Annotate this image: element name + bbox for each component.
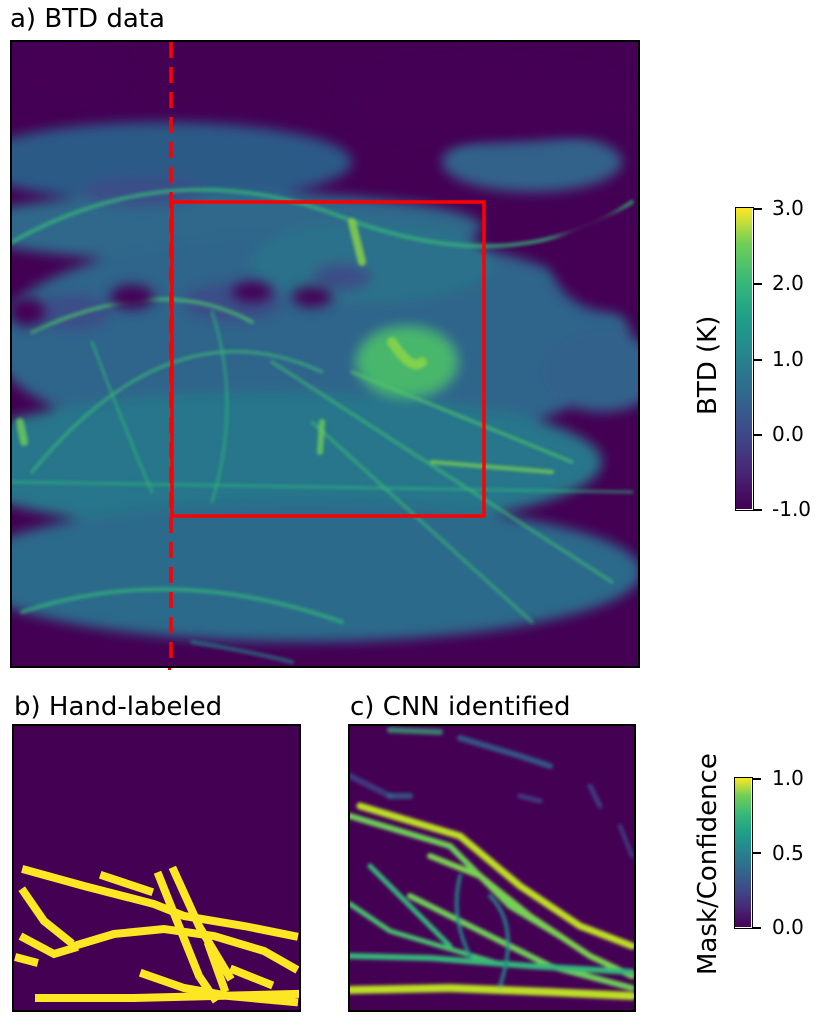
btd-tick-label: 3.0 xyxy=(772,196,804,220)
btd-tick-mark xyxy=(754,509,762,511)
region-box xyxy=(170,200,486,518)
dashed-line-tail xyxy=(168,668,171,670)
btd-colorbar-label: BTD (K) xyxy=(693,315,723,415)
hand-labeled-mask xyxy=(12,724,301,1012)
btd-tick-mark xyxy=(754,434,762,436)
btd-colorbar xyxy=(735,207,754,511)
btd-tick-label: 0.0 xyxy=(772,422,804,446)
panel-c-title: c) CNN identified xyxy=(350,692,571,722)
confidence-tick-label: 1.0 xyxy=(772,766,804,790)
btd-tick-label: 1.0 xyxy=(772,347,804,371)
confidence-colorbar-label: Mask/Confidence xyxy=(693,753,723,975)
btd-heatmap xyxy=(10,40,640,668)
confidence-tick-label: 0.0 xyxy=(772,915,804,939)
cnn-confidence-map xyxy=(348,724,636,1012)
confidence-tick-mark xyxy=(753,778,761,780)
confidence-tick-label: 0.5 xyxy=(772,841,804,865)
btd-tick-label: 2.0 xyxy=(772,271,804,295)
confidence-colorbar xyxy=(734,777,753,929)
confidence-tick-mark xyxy=(753,852,761,854)
btd-tick-label: -1.0 xyxy=(772,497,812,521)
panel-a-title: a) BTD data xyxy=(10,4,165,34)
btd-tick-mark xyxy=(754,283,762,285)
panel-b-title: b) Hand-labeled xyxy=(14,692,223,722)
confidence-tick-mark xyxy=(753,927,761,929)
btd-tick-mark xyxy=(754,208,762,210)
btd-tick-mark xyxy=(754,359,762,361)
